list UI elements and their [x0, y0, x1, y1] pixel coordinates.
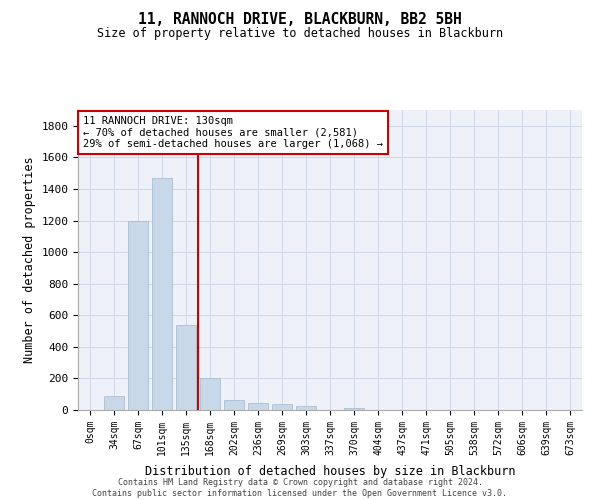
Text: Size of property relative to detached houses in Blackburn: Size of property relative to detached ho…: [97, 28, 503, 40]
Bar: [224, 400, 244, 410]
Bar: [176, 324, 196, 410]
Bar: [152, 178, 172, 410]
Text: 11, RANNOCH DRIVE, BLACKBURN, BB2 5BH: 11, RANNOCH DRIVE, BLACKBURN, BB2 5BH: [138, 12, 462, 28]
Bar: [200, 378, 220, 410]
Text: Distribution of detached houses by size in Blackburn: Distribution of detached houses by size …: [145, 465, 515, 478]
Text: 11 RANNOCH DRIVE: 130sqm
← 70% of detached houses are smaller (2,581)
29% of sem: 11 RANNOCH DRIVE: 130sqm ← 70% of detach…: [83, 116, 383, 149]
Text: Contains HM Land Registry data © Crown copyright and database right 2024.
Contai: Contains HM Land Registry data © Crown c…: [92, 478, 508, 498]
Bar: [272, 404, 292, 410]
Bar: [128, 220, 148, 410]
Y-axis label: Number of detached properties: Number of detached properties: [23, 156, 36, 364]
Bar: [344, 408, 364, 410]
Bar: [248, 403, 268, 410]
Bar: [296, 406, 316, 410]
Bar: [104, 396, 124, 410]
